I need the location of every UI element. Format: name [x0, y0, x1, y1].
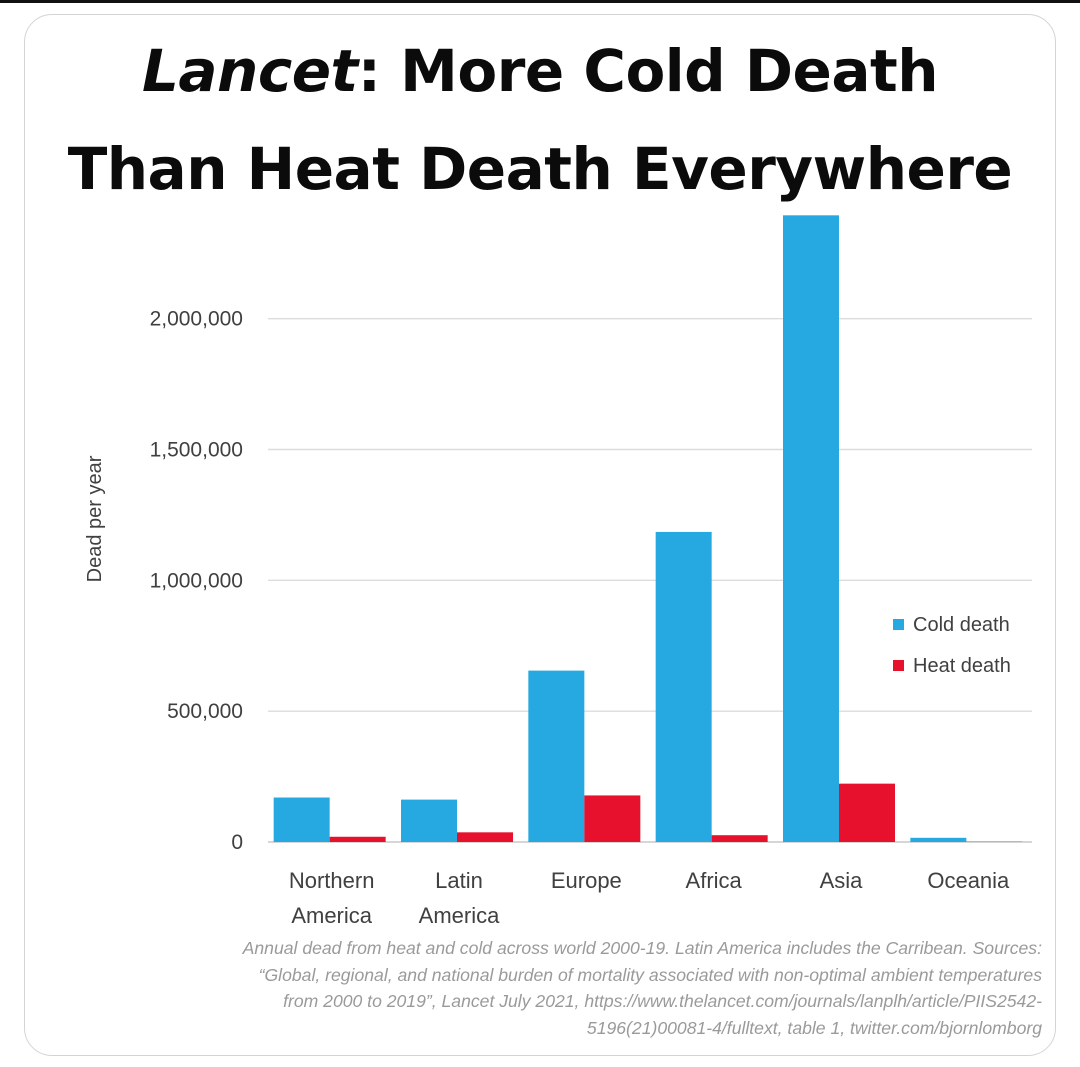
top-border-line	[0, 0, 1080, 3]
bar-heat-death	[711, 835, 768, 842]
x-category-label: Oceania	[927, 868, 1010, 893]
bar-cold-death	[528, 670, 585, 842]
x-category-label: America	[419, 903, 500, 928]
caption-line-2: “Global, regional, and national burden o…	[258, 964, 1042, 985]
bar-heat-death	[457, 832, 513, 842]
y-tick-label: 2,000,000	[150, 308, 243, 331]
chart-title: Lancet: More Cold Death Than Heat Death …	[24, 22, 1056, 218]
legend: Cold death Heat death	[893, 614, 1011, 677]
bar-cold-death	[401, 799, 457, 842]
legend-swatch	[893, 660, 904, 671]
legend-label: Heat death	[913, 655, 1011, 677]
bar-cold-death	[910, 837, 967, 842]
x-category-label: Northern	[289, 868, 375, 893]
title-line-1: Lancet: More Cold Death	[24, 22, 1056, 120]
source-caption: Annual dead from heat and cold across wo…	[34, 935, 1042, 1041]
bars	[273, 215, 1023, 842]
y-tick-label: 1,000,000	[150, 569, 243, 592]
title-line-2: Than Heat Death Everywhere	[67, 135, 1013, 203]
caption-line-1: Annual dead from heat and cold across wo…	[242, 938, 1042, 958]
bar-cold-death	[783, 215, 839, 842]
y-axis-label: Dead per year	[84, 455, 106, 582]
x-category-label: Asia	[820, 868, 864, 893]
y-tick-label: 500,000	[167, 700, 243, 723]
bar-cold-death	[655, 531, 712, 842]
title-line-1-rest: : More Cold Death	[357, 37, 939, 105]
bar-cold-death	[273, 797, 330, 842]
gridlines	[268, 317, 1032, 843]
bar-heat-death	[584, 795, 641, 842]
x-category-label: Latin	[435, 868, 483, 893]
legend-label: Cold death	[913, 614, 1010, 636]
x-category-label: Europe	[551, 868, 622, 893]
y-tick-label: 0	[231, 831, 243, 854]
caption-line-4: 5196(21)00081-4/fulltext, table 1, twitt…	[586, 1017, 1042, 1038]
bar-heat-death	[839, 783, 895, 842]
y-tick-label: 1,500,000	[150, 439, 243, 462]
x-category-label: Africa	[686, 868, 743, 893]
chart-card	[24, 14, 1056, 1056]
caption-line-3: from 2000 to 2019”, Lancet July 2021, ht…	[283, 991, 1042, 1011]
x-category-label: America	[291, 903, 372, 928]
x-axis-category-labels: Northern America Latin America Europe Africa A…	[289, 868, 1010, 928]
legend-swatch	[893, 619, 904, 630]
y-axis-tick-labels: 0 500,000 1,000,000 1,500,000 2,000,000	[150, 308, 243, 854]
bar-heat-death	[329, 836, 386, 842]
title-italic-part: Lancet	[141, 37, 358, 105]
